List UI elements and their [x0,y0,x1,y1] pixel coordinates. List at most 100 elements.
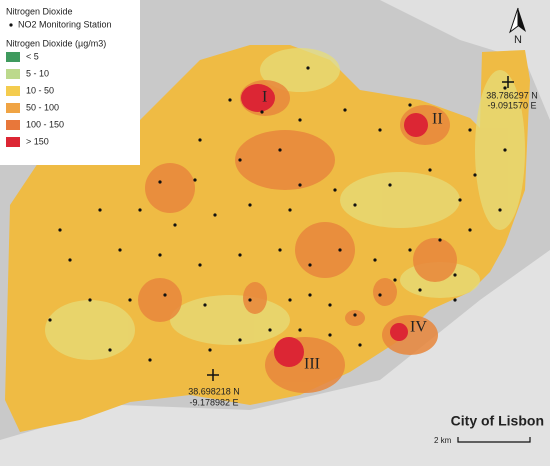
station [306,66,310,70]
legend: Nitrogen Dioxide NO2 Monitoring Station … [0,0,140,165]
station [373,258,377,262]
station [328,333,332,337]
station [203,303,207,307]
latitude: 38.786297 N [486,90,538,100]
station [338,248,342,252]
north-arrow: N [509,7,526,46]
station [158,253,162,257]
station [503,86,507,90]
station [353,203,357,207]
station-symbol [9,23,13,27]
station [248,298,252,302]
station [248,203,252,207]
station [498,208,502,212]
hotspot-labels: I II III IV [262,89,443,373]
low-zones [45,48,525,360]
station [238,158,242,162]
hotspot-label: I [262,89,267,106]
station [418,288,422,292]
longitude: -9.178982 E [189,397,238,407]
station [408,248,412,252]
station [208,348,212,352]
legend-label: 10 - 50 [26,85,54,95]
station [213,213,217,217]
river [0,250,550,466]
legend-label: > 150 [26,136,49,146]
legend-classes: < 5 5 - 10 10 - 50 50 - 100 100 - 150 > 150 [6,51,64,147]
station [408,103,412,107]
city-name: City of Lisbon [451,413,544,429]
scale-label: 2 km [434,436,452,445]
station [378,293,382,297]
legend-title: Nitrogen Dioxide [6,6,73,16]
station [58,228,62,232]
station [298,328,302,332]
station [268,328,272,332]
legend-swatch [6,69,20,79]
legend-subtitle: Nitrogen Dioxide (µg/m3) [6,38,106,48]
coordinate-marker: 38.786297 N -9.091570 E [486,76,538,110]
station [343,108,347,112]
station [118,248,122,252]
station [468,228,472,232]
legend-swatch [6,137,20,147]
station [163,293,167,297]
station [428,168,432,172]
river-north [380,0,550,120]
station [298,118,302,122]
station [193,178,197,182]
station [473,173,477,177]
station [138,208,142,212]
longitude: -9.091570 E [487,100,536,110]
station [278,248,282,252]
station [48,318,52,322]
hotspot-label: II [432,111,443,128]
station [453,298,457,302]
legend-swatch [6,120,20,130]
station [238,253,242,257]
legend-box [0,0,140,165]
scale-bar: 2 km [434,436,531,445]
hotspot-label: III [304,356,320,373]
station [148,358,152,362]
station [468,128,472,132]
station [458,198,462,202]
station [228,98,232,102]
north-label: N [514,34,522,46]
station [328,303,332,307]
hotspot-label: IV [410,319,427,336]
station [378,128,382,132]
station [393,278,397,282]
station [288,208,292,212]
legend-swatch [6,52,20,62]
station [388,183,392,187]
station [298,183,302,187]
station [98,208,102,212]
station [453,273,457,277]
station [503,148,507,152]
station [333,188,337,192]
station [88,298,92,302]
legend-label: < 5 [26,51,39,61]
high-zones [241,84,428,367]
legend-label: 5 - 10 [26,68,49,78]
station [238,338,242,342]
coordinate-marker: 38.698218 N -9.178982 E [188,369,240,407]
station [198,138,202,142]
station [278,148,282,152]
station [128,298,132,302]
station [358,343,362,347]
legend-label: 50 - 100 [26,102,59,112]
station [68,258,72,262]
station-label: NO2 Monitoring Station [18,19,112,29]
station [260,110,264,114]
station [108,348,112,352]
station [173,223,177,227]
station [438,238,442,242]
legend-label: 100 - 150 [26,119,64,129]
station [308,293,312,297]
station [308,263,312,267]
station [353,313,357,317]
legend-swatch [6,103,20,113]
